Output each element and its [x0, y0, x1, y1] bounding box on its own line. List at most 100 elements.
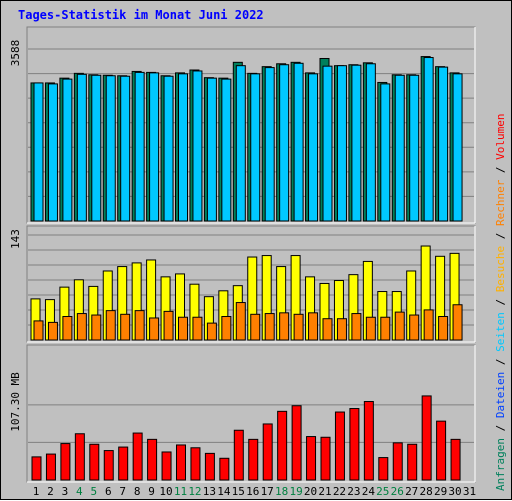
bar-volumen-day-23 — [349, 408, 360, 481]
legend-item: Volumen — [494, 113, 507, 159]
x-tick-label: 9 — [148, 485, 155, 498]
legend-item: Anfragen — [494, 438, 507, 491]
bar-volumen-day-4 — [74, 433, 85, 481]
legend-item: / — [494, 160, 507, 180]
x-tick-label: 26 — [391, 485, 404, 498]
bar-dateien-day-21 — [322, 65, 333, 222]
x-tick-label: 21 — [318, 485, 331, 498]
bar-volumen-day-27 — [407, 443, 418, 481]
x-tick-label: 23 — [347, 485, 360, 498]
bar-besuche-day-29 — [438, 316, 449, 341]
x-tick-label: 24 — [362, 485, 376, 498]
bar-volumen-day-10 — [161, 451, 172, 481]
x-tick-label: 11 — [174, 485, 187, 498]
bar-besuche-day-26 — [394, 311, 405, 341]
bar-besuche-day-7 — [120, 313, 131, 341]
bar-besuche-day-5 — [91, 314, 102, 341]
bar-volumen-day-26 — [392, 442, 403, 481]
bar-dateien-day-10 — [163, 75, 174, 222]
bar-besuche-day-20 — [308, 312, 319, 341]
bar-besuche-day-12 — [192, 316, 203, 341]
bar-besuche-day-10 — [163, 310, 174, 341]
x-tick-label: 30 — [448, 485, 461, 498]
legend-text: Anfragen / Dateien / Seiten / Besuche / … — [494, 113, 507, 491]
x-tick-label: 22 — [333, 485, 346, 498]
x-tick-label: 17 — [261, 485, 274, 498]
bar-volumen-day-8 — [132, 432, 143, 481]
bar-besuche-day-15 — [235, 302, 246, 341]
bar-dateien-day-14 — [221, 78, 232, 222]
panel-requests: 3588 — [9, 26, 476, 224]
bar-volumen-day-24 — [363, 401, 374, 481]
legend-item: Rechner — [494, 179, 507, 226]
bar-besuche-day-18 — [279, 312, 290, 341]
bar-volumen-day-25 — [378, 457, 389, 481]
x-tick-label: 31 — [463, 485, 476, 498]
bar-volumen-day-16 — [248, 438, 259, 481]
x-tick-label: 20 — [304, 485, 317, 498]
bar-dateien-day-24 — [365, 63, 376, 222]
x-tick-label: 3 — [62, 485, 69, 498]
x-tick-label: 8 — [134, 485, 141, 498]
bar-volumen-day-15 — [233, 429, 244, 481]
panel-volume: 107.30 MB — [9, 344, 476, 483]
legend: Anfragen / Dateien / Seiten / Besuche / … — [494, 113, 507, 491]
bar-dateien-day-17 — [264, 67, 275, 222]
bar-dateien-day-18 — [279, 64, 290, 222]
bar-besuche-day-4 — [76, 313, 87, 341]
bar-besuche-day-11 — [178, 316, 188, 341]
bar-volumen-day-5 — [89, 443, 100, 481]
bar-besuche-day-3 — [62, 316, 73, 341]
x-tick-label: 10 — [159, 485, 172, 498]
x-axis-labels: 1 2 3 4 5 6 7 8 9 10 11 12 13 14 15 16 17 18 19 20 21 22 23 24 2… — [33, 485, 476, 498]
bar-besuche-day-28 — [423, 309, 434, 341]
bar-volumen-day-9 — [147, 438, 158, 481]
x-tick-label: 15 — [232, 485, 245, 498]
x-tick-label: 6 — [105, 485, 112, 498]
bar-dateien-day-9 — [149, 72, 160, 222]
bar-volumen-day-18 — [277, 410, 288, 481]
bar-dateien-day-12 — [192, 70, 203, 222]
legend-item: / — [494, 352, 507, 372]
x-tick-label: 19 — [289, 485, 302, 498]
bar-volumen-day-17 — [262, 423, 273, 481]
bar-dateien-day-30 — [452, 73, 463, 222]
x-tick-label: 25 — [376, 485, 389, 498]
bar-besuche-day-13 — [206, 322, 217, 341]
bar-dateien-day-2 — [47, 83, 58, 222]
x-tick-label: 13 — [203, 485, 216, 498]
bar-volumen-day-30 — [450, 438, 461, 481]
bar-volumen-day-13 — [204, 452, 215, 481]
bar-volumen-day-12 — [190, 447, 201, 481]
x-tick-label: 1 — [33, 485, 40, 498]
bar-dateien-day-1 — [33, 82, 44, 222]
x-tick-label: 2 — [47, 485, 54, 498]
x-tick-label: 18 — [275, 485, 288, 498]
bar-besuche-day-2 — [47, 321, 58, 341]
bar-dateien-day-19 — [293, 62, 304, 222]
bar-volumen-day-21 — [320, 436, 331, 481]
x-tick-label: 12 — [188, 485, 201, 498]
bar-volumen-day-11 — [176, 444, 186, 481]
bar-volumen-day-1 — [31, 456, 42, 481]
bar-volumen-day-20 — [306, 436, 317, 481]
bar-besuche-day-9 — [149, 317, 160, 341]
bar-dateien-day-8 — [134, 71, 145, 222]
y-axis-max-label: 143 — [9, 229, 22, 249]
bar-volumen-day-7 — [118, 446, 129, 481]
bar-dateien-day-23 — [351, 64, 362, 222]
chart-title: Tages-Statistik im Monat Juni 2022 — [18, 8, 264, 22]
bar-dateien-day-22 — [336, 65, 347, 222]
bar-besuche-day-14 — [221, 316, 232, 341]
bar-besuche-day-6 — [105, 310, 116, 341]
bar-besuche-day-8 — [134, 310, 145, 341]
bar-dateien-day-15 — [235, 65, 246, 222]
bar-besuche-day-30 — [452, 304, 463, 341]
bar-dateien-day-26 — [394, 74, 405, 222]
x-tick-label: 4 — [76, 485, 83, 498]
x-tick-label: 7 — [119, 485, 126, 498]
bar-dateien-day-4 — [76, 73, 87, 222]
bar-volumen-day-22 — [334, 411, 345, 481]
